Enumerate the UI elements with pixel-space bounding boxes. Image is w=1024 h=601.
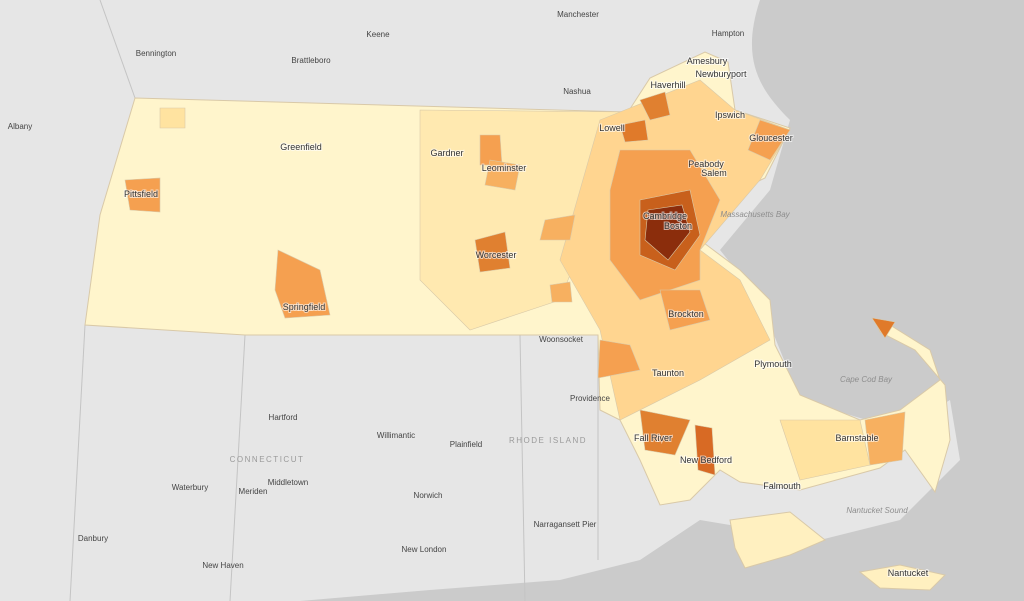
water-label: Cape Cod Bay — [840, 375, 893, 384]
place-label: Plainfield — [450, 440, 482, 449]
place-label: Bennington — [136, 49, 176, 58]
water-label: Nantucket Sound — [846, 506, 908, 515]
place-label: Plymouth — [754, 359, 792, 369]
place-label: Narragansett Pier — [534, 520, 597, 529]
place-label: Providence — [570, 394, 611, 403]
place-label: Leominster — [482, 163, 527, 173]
place-label: Albany — [8, 122, 32, 131]
place-label: Willimantic — [377, 431, 415, 440]
place-label: Barnstable — [835, 433, 878, 443]
place-label: Springfield — [283, 302, 326, 312]
place-label: Salem — [701, 168, 727, 178]
water-label: Massachusetts Bay — [720, 210, 790, 219]
place-label: Fall River — [634, 433, 672, 443]
place-label: Woonsocket — [539, 335, 584, 344]
place-label: Gloucester — [749, 133, 793, 143]
place-label: Danbury — [78, 534, 108, 543]
place-label: Boston — [664, 221, 692, 231]
place-label: New Haven — [202, 561, 243, 570]
marthas-vineyard — [729, 511, 826, 569]
nantucket-island — [858, 564, 946, 591]
place-label: Middletown — [268, 478, 308, 487]
place-label: Newburyport — [695, 69, 747, 79]
place-label: Nantucket — [888, 568, 929, 578]
place-label: Falmouth — [763, 481, 801, 491]
place-label: Amesbury — [687, 56, 728, 66]
place-label: Greenfield — [280, 142, 322, 152]
place-label: Hampton — [712, 29, 744, 38]
place-label: Hartford — [269, 413, 298, 422]
state-label: CONNECTICUT — [230, 455, 305, 464]
place-label: Waterbury — [172, 483, 209, 492]
place-label: Manchester — [557, 10, 599, 19]
place-label: New Bedford — [680, 455, 732, 465]
place-label: Lowell — [599, 123, 625, 133]
place-label: Norwich — [414, 491, 443, 500]
place-label: Worcester — [476, 250, 517, 260]
place-label: Keene — [366, 30, 390, 39]
place-label: Nashua — [563, 87, 591, 96]
place-label: Meriden — [239, 487, 268, 496]
towns — [124, 79, 906, 481]
place-label: Cambridge — [643, 211, 687, 221]
place-label: Brockton — [668, 309, 704, 319]
place-label: Taunton — [652, 368, 684, 378]
place-label: Haverhill — [650, 80, 685, 90]
place-label: Ipswich — [715, 110, 745, 120]
place-label: Pittsfield — [124, 189, 158, 199]
place-label: Gardner — [430, 148, 463, 158]
state-label: RHODE ISLAND — [509, 436, 587, 445]
place-label: Brattleboro — [291, 56, 331, 65]
place-label: New London — [402, 545, 447, 554]
place-label: Peabody — [688, 159, 724, 169]
